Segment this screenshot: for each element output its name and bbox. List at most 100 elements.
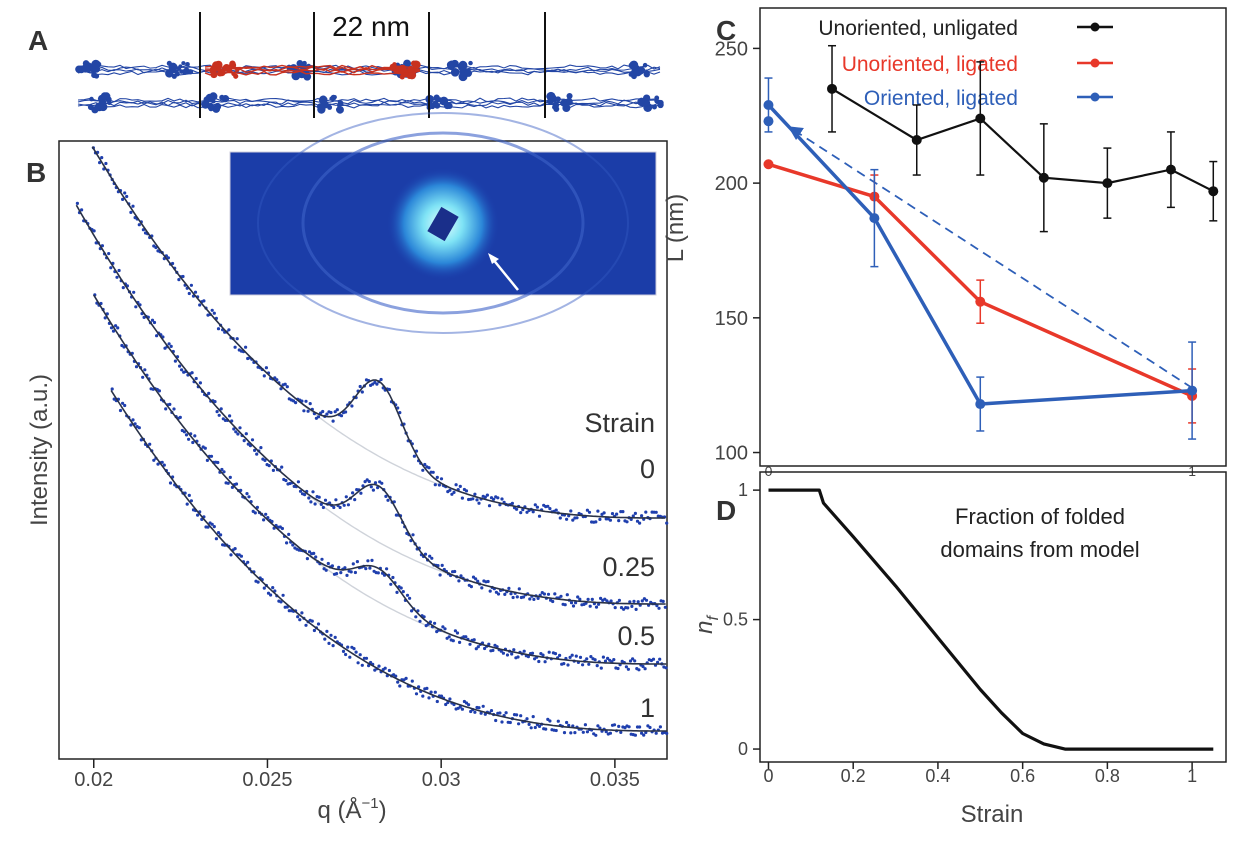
domain-blob [439,96,449,106]
data-point [410,609,414,613]
x-tick-label: 0 [765,463,773,479]
domain-blob [101,92,109,101]
data-point [376,571,380,575]
data-point [443,627,447,631]
data-point [121,197,125,201]
data-point [492,497,496,501]
data-point [507,586,511,591]
data-point [467,703,471,707]
data-point [316,622,321,626]
domain-blob [100,103,106,109]
data-point [441,625,445,629]
highlight-strand [204,68,421,74]
x-tick-label: 0.8 [1095,766,1120,786]
data-point [975,399,986,410]
data-point [279,387,283,391]
data-point [459,574,463,578]
data-point [569,731,573,735]
data-point [351,491,355,495]
y-tick-label: 250 [715,38,748,60]
data-point [562,662,566,666]
data-point [522,649,526,653]
data-point [217,413,221,417]
domain-blob [187,69,194,75]
data-point [641,664,645,669]
data-point [206,525,210,529]
data-point [473,710,477,714]
data-point [117,268,121,273]
data-point [558,516,562,520]
data-point [373,481,378,485]
data-point [329,410,333,415]
data-point [273,376,277,380]
data-point [626,667,631,671]
domain-blob [337,103,342,108]
data-point [210,522,214,526]
data-point [213,400,217,404]
data-point [323,637,327,641]
y-tick-label: 0 [738,739,748,759]
data-point [530,651,535,655]
data-point [458,484,462,488]
data-point [604,730,608,734]
data-point [168,402,172,406]
legend-entry: Unoriented, unligated [818,17,1018,40]
data-point [379,377,383,382]
data-point [464,489,469,493]
data-point [215,410,219,414]
data-point [132,290,136,294]
domain-blob [549,94,557,101]
data-point [594,520,598,524]
data-point [588,604,592,608]
data-point [269,593,273,597]
y-tick-label: 0.5 [723,610,748,630]
data-point [321,409,325,414]
data-point [344,410,348,414]
data-point [609,599,613,603]
x-tick-label: 0.6 [1010,766,1035,786]
data-point [264,366,268,370]
diffraction-ring-left [301,131,585,315]
domain-blob [555,96,561,102]
data-point [155,334,159,338]
strain-label: 0.5 [617,621,655,651]
domain-blob [639,98,645,104]
data-point [553,652,558,656]
data-point [385,567,389,571]
data-point [341,649,346,654]
data-point [214,537,218,541]
data-point [321,505,325,510]
data-point [468,642,472,646]
data-point [1187,385,1198,396]
strand-path [77,103,661,109]
data-point [480,586,484,590]
data-point [411,533,415,537]
data-point [116,326,120,330]
data-point [358,384,362,389]
domain-blob [633,68,643,77]
data-point [578,655,583,660]
data-point [220,467,224,472]
data-point [250,438,255,442]
domain-blob [327,104,333,110]
data-point [489,709,494,713]
data-point [279,600,283,604]
data-point [316,415,321,419]
data-point [448,488,452,492]
data-point [664,666,668,670]
data-point [636,600,640,604]
data-point [177,278,181,282]
panel-a-label: A [28,25,48,56]
data-point [319,502,323,506]
data-point [593,658,597,662]
data-point [350,404,354,408]
x-tick-label: 0 [763,766,773,786]
data-point [532,597,536,602]
data-point [123,403,127,408]
data-point [367,479,371,484]
data-point [109,326,114,330]
data-point [521,595,526,599]
x-tick-label: 0.2 [841,766,866,786]
data-point [625,520,629,524]
panel-c-legend: Unoriented, unligated Unoriented, ligated… [818,17,1113,110]
